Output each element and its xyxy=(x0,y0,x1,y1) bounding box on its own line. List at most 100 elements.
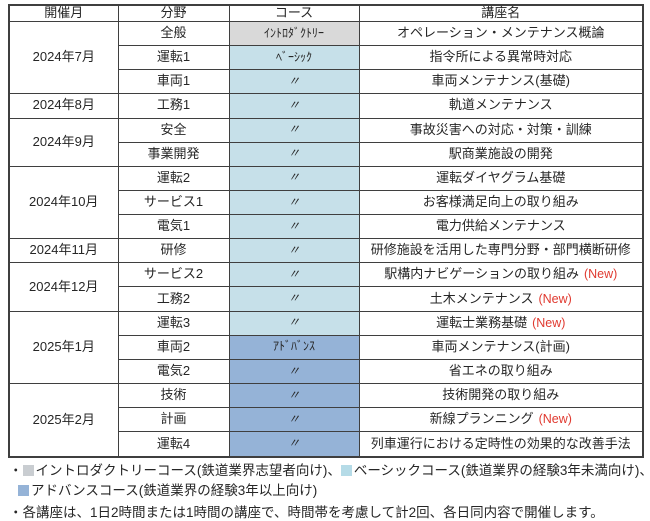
legend-text-introductory: イントロダクトリーコース(鉄道業界志望者向け)、 xyxy=(35,463,341,478)
lecture-text: 研修施設を活用した専門分野・部門横断研修 xyxy=(370,242,631,258)
footnotes: ・イントロダクトリーコース(鉄道業界志望者向け)、 ベーシックコース(鉄道業界の経… xyxy=(9,461,650,521)
cell-course: 〃 xyxy=(228,141,360,167)
table-row: 2025年2月 技術 〃 技術開発の取り組み xyxy=(8,383,644,458)
cell-month: 2024年7月 xyxy=(8,20,119,95)
col-header-lecture: 講座名 xyxy=(358,4,644,22)
table-row: 2024年12月 サービス2 〃 駅構内ナビゲーションの取り組み (New) xyxy=(8,262,644,312)
cell-course: ﾍﾞｰｼｯｸ xyxy=(228,45,360,71)
cell-course: 〃 xyxy=(228,358,360,385)
ditto-mark: 〃 xyxy=(287,98,300,113)
col-header-course: コース xyxy=(228,4,360,22)
cell-course: 〃 xyxy=(228,407,360,433)
table-row: 2024年10月 運転2 〃 運転ダイヤグラム基礎 xyxy=(8,165,644,240)
ditto-mark: 〃 xyxy=(287,291,300,306)
cell-lecture: お客様満足向上の取り組み xyxy=(358,189,644,216)
cell-field: 車両1 xyxy=(117,69,230,95)
ditto-mark: 〃 xyxy=(287,194,300,209)
lecture-text: 省エネの取り組み xyxy=(448,363,553,378)
cell-course: 〃 xyxy=(228,286,360,312)
cell-course: 〃 xyxy=(228,431,360,458)
legend-text-basic: ベーシックコース(鉄道業界の経験3年未満向け)、 xyxy=(353,463,650,478)
cell-month: 2025年2月 xyxy=(8,383,119,458)
cell-field: 車両2 xyxy=(117,334,230,360)
cell-lecture: 土木メンテナンス (New) xyxy=(358,286,644,312)
cell-lecture: 軌道メンテナンス xyxy=(358,93,644,119)
table-row: 事業開発 〃 駅商業施設の開発 xyxy=(9,141,644,167)
cell-course: 〃 xyxy=(228,117,360,143)
lecture-text: 技術開発の取り組み xyxy=(442,387,560,403)
cell-course: 〃 xyxy=(228,165,360,191)
cell-lecture: 新線プランニング (New) xyxy=(358,407,644,433)
cell-course: 〃 xyxy=(228,214,360,240)
lecture-text: 列車運行における定時性の効果的な改善手法 xyxy=(370,435,631,451)
cell-course: ｱﾄﾞﾊﾞﾝｽ xyxy=(228,334,360,360)
table-row: 2024年8月 工務1 〃 軌道メンテナンス xyxy=(8,93,644,119)
cell-course: 〃 xyxy=(228,310,360,336)
table-row: 車両1 〃 車両メンテナンス(基礎) xyxy=(9,69,644,95)
table-row: 2024年9月 安全 〃 事故災害への対応・対策・訓練 xyxy=(8,117,644,167)
legend-swatch-basic xyxy=(340,465,352,476)
cell-course: 〃 xyxy=(228,262,360,288)
lecture-text: 土木メンテナンス xyxy=(429,290,534,306)
cell-lecture: 列車運行における定時性の効果的な改善手法 xyxy=(358,431,644,458)
header-row: 開催月 分野 コース 講座名 xyxy=(8,4,644,22)
cell-lecture: 駅商業施設の開発 xyxy=(358,141,644,167)
lecture-text: 駅商業施設の開発 xyxy=(448,145,553,161)
cell-field: 運転1 xyxy=(117,45,230,71)
ditto-mark: 〃 xyxy=(287,218,300,233)
table-row: 2025年1月 運転3 〃 運転士業務基礎 (New) xyxy=(8,310,644,385)
ditto-mark: 〃 xyxy=(287,411,300,426)
ditto-mark: 〃 xyxy=(287,146,300,161)
cell-month: 2025年1月 xyxy=(8,310,119,385)
cell-lecture: 省エネの取り組み xyxy=(358,358,644,385)
cell-lecture: 運転士業務基礎 (New) xyxy=(358,310,644,336)
cell-field: サービス1 xyxy=(117,189,230,216)
cell-month: 2024年9月 xyxy=(8,117,119,167)
ditto-mark: 〃 xyxy=(287,315,300,330)
legend-line-1: ・イントロダクトリーコース(鉄道業界志望者向け)、 ベーシックコース(鉄道業界の経… xyxy=(9,461,650,481)
legend-swatch-introductory xyxy=(22,465,34,476)
ditto-mark: 〃 xyxy=(287,170,300,185)
schedule-note-text: ・各講座は、1日2時間または1時間の講座で、時間帯を考慮して計2回、各日同内容で… xyxy=(9,505,604,520)
cell-lecture: 駅構内ナビゲーションの取り組み (New) xyxy=(358,262,644,288)
cell-field: サービス2 xyxy=(117,262,230,288)
cell-lecture: 技術開発の取り組み xyxy=(358,383,644,409)
cell-month: 2024年10月 xyxy=(8,165,119,240)
col-header-month: 開催月 xyxy=(8,4,119,22)
cell-field: 事業開発 xyxy=(117,141,230,167)
cell-lecture: 車両メンテナンス(計画) xyxy=(358,334,644,360)
cell-field: 研修 xyxy=(117,238,230,264)
cell-field: 工務1 xyxy=(117,93,230,119)
cell-lecture: 事故災害への対応・対策・訓練 xyxy=(358,117,644,143)
ditto-mark: 〃 xyxy=(287,363,300,378)
cell-field: 運転2 xyxy=(117,165,230,191)
col-header-field: 分野 xyxy=(117,4,230,22)
lecture-text: 運転士業務基礎 xyxy=(436,314,528,330)
cell-field: 全般 xyxy=(117,20,230,47)
table-row: サービス1 〃 お客様満足向上の取り組み xyxy=(9,189,644,216)
cell-field: 電気2 xyxy=(117,358,230,385)
lecture-text: オペレーション・メンテナンス概論 xyxy=(397,25,605,41)
lecture-text: 指令所による異常時対応 xyxy=(429,49,573,65)
cell-course: 〃 xyxy=(228,238,360,264)
cell-field: 安全 xyxy=(117,117,230,143)
lecture-text: 駅構内ナビゲーションの取り組み xyxy=(384,266,579,282)
cell-month: 2024年11月 xyxy=(8,238,119,264)
ditto-mark: 〃 xyxy=(287,122,300,137)
cell-month: 2024年8月 xyxy=(8,93,119,119)
cell-lecture: 運転ダイヤグラム基礎 xyxy=(358,165,644,191)
bullet: ・ xyxy=(9,463,23,478)
ditto-mark: 〃 xyxy=(287,73,300,88)
table-row: 2024年11月 研修 〃 研修施設を活用した専門分野・部門横断研修 xyxy=(8,238,644,264)
ditto-mark: 〃 xyxy=(287,267,300,282)
cell-course: 〃 xyxy=(228,383,360,409)
table-row: 運転1 ﾍﾞｰｼｯｸ 指令所による異常時対応 xyxy=(9,45,644,71)
legend-text-advance: アドバンスコース(鉄道業界の経験3年以上向け) xyxy=(31,482,318,498)
lecture-text: お客様満足向上の取り組み xyxy=(422,194,579,210)
lecture-text: 新線プランニング xyxy=(429,411,534,427)
cell-month: 2024年12月 xyxy=(8,262,119,312)
new-badge: (New) xyxy=(583,267,618,282)
cell-lecture: 指令所による異常時対応 xyxy=(358,45,644,71)
new-badge: (New) xyxy=(538,412,572,427)
